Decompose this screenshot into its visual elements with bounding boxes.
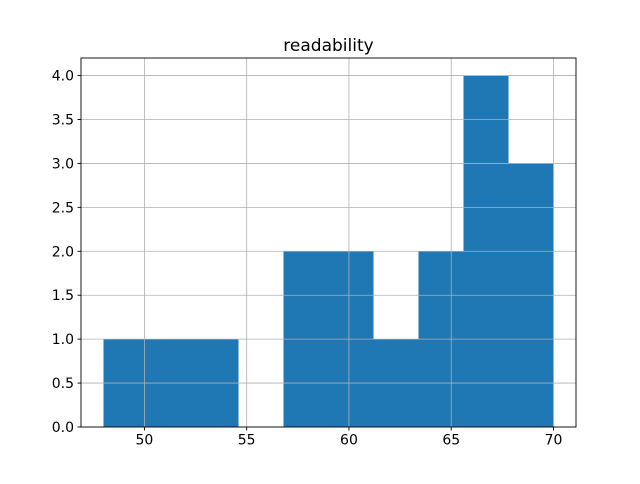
y-tick-label: 2.0 [52, 244, 74, 260]
x-tick-label: 65 [442, 433, 460, 449]
y-tick-label: 4.0 [52, 69, 74, 85]
y-tick-label: 3.0 [52, 156, 74, 172]
tick-layer: 50 55 60 65 70 0.0 0.5 1.0 1.5 2.0 2.5 3.0 3.5 4.0 [52, 69, 563, 449]
y-tick-label: 0.5 [52, 376, 74, 392]
x-tick-label: 70 [545, 433, 563, 449]
y-tick-label: 1.5 [52, 288, 74, 304]
y-tick-label: 2.5 [52, 200, 74, 216]
x-tick-label: 60 [340, 433, 358, 449]
y-tick-label: 1.0 [52, 332, 74, 348]
x-tick-label: 50 [135, 433, 153, 449]
axes-spines [80, 57, 577, 428]
chart-title: readability [283, 36, 373, 56]
y-tick-label: 3.5 [52, 113, 74, 129]
y-tick-label: 0.0 [52, 420, 74, 436]
axes-border [80, 57, 577, 428]
x-tick-label: 55 [238, 433, 256, 449]
